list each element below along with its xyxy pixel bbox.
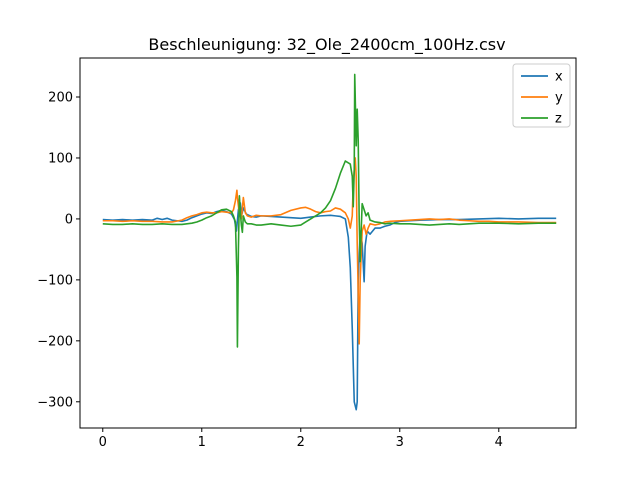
y-tick-label: −200 (37, 334, 73, 349)
x-tick-label: 2 (297, 435, 305, 450)
legend-box (512, 63, 571, 128)
series-line-y (102, 157, 557, 345)
legend: xyz (512, 63, 571, 128)
legend-label-y: y (555, 91, 563, 106)
y-tick-label: 100 (48, 151, 73, 166)
plot-frame (79, 57, 577, 429)
x-tick-label: 3 (396, 435, 404, 450)
legend-label-x: x (555, 70, 563, 85)
axes-layer: 0 1 2 3 4 −300 −200 −100 0 100 200 (37, 91, 503, 450)
series-line-x (102, 202, 557, 411)
x-tick-label: 1 (198, 435, 206, 450)
x-tick-label: 0 (99, 435, 107, 450)
chart-title: Beschleunigung: 32_Ole_2400cm_100Hz.csv (148, 35, 505, 55)
x-tick-label: 4 (495, 435, 503, 450)
y-tick-label: 200 (48, 91, 73, 106)
y-tick-label: −300 (37, 395, 73, 410)
y-tick-label: −100 (37, 273, 73, 288)
plot-area (80, 58, 576, 428)
series-layer (102, 73, 557, 411)
series-line-z (102, 73, 557, 348)
legend-label-z: z (555, 112, 562, 127)
y-tick-label: 0 (65, 212, 73, 227)
